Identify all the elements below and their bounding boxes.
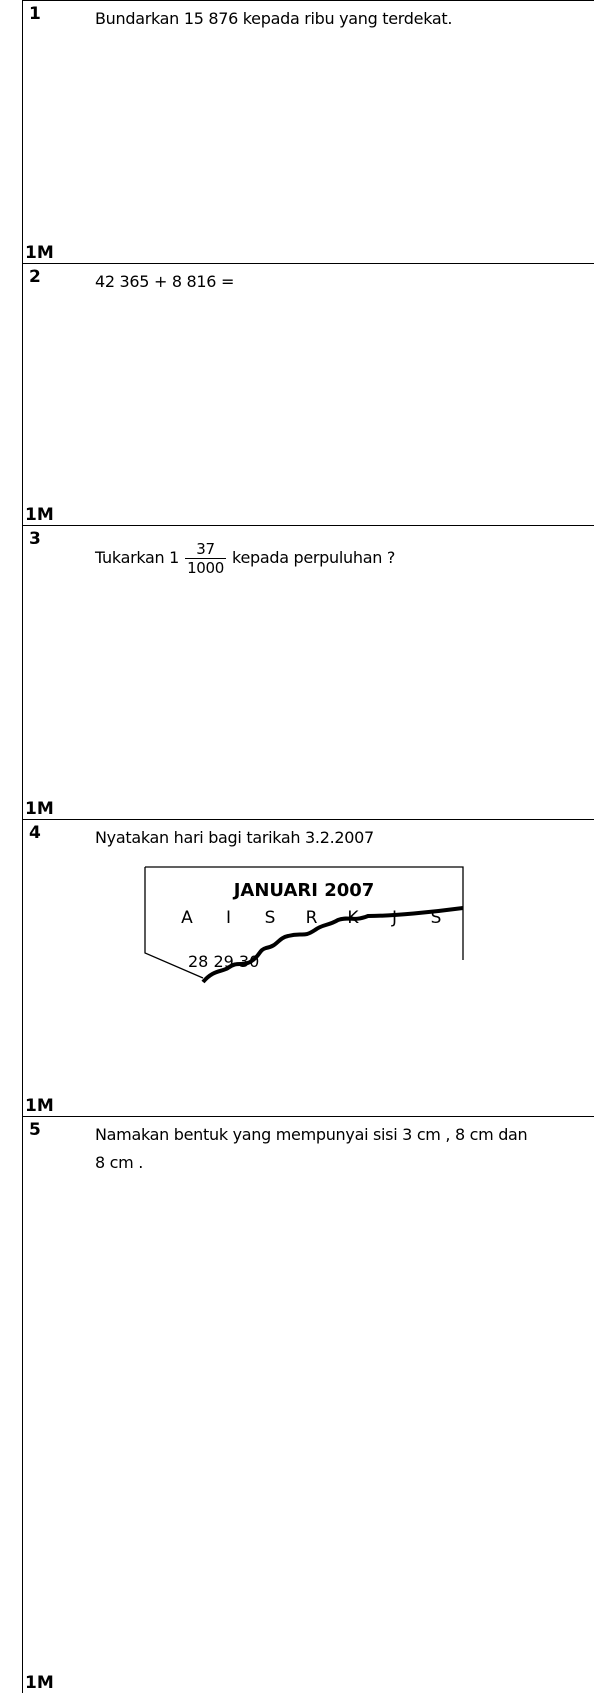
calendar-day: S: [265, 908, 276, 928]
question-text: Namakan bentuk yang mempunyai sisi 3 cm …: [95, 1121, 535, 1177]
calendar-day: J: [391, 908, 397, 928]
question-text: Bundarkan 15 876 kepada ribu yang terdek…: [95, 5, 545, 33]
question-text: 42 365 + 8 816 =: [95, 268, 545, 296]
mark: 1M: [25, 799, 54, 819]
calendar-day: I: [226, 908, 231, 928]
text: Tukarkan 1: [95, 548, 179, 567]
calendar-day: R: [306, 908, 318, 928]
question-number: 4: [29, 823, 41, 843]
question-number: 5: [29, 1120, 41, 1140]
calendar-day: A: [181, 908, 193, 928]
mark: 1M: [25, 1673, 54, 1693]
calendar-day: S: [431, 908, 442, 928]
calendar-day: K: [347, 908, 359, 928]
calendar: JANUARI 2007 A I S R K J S 28 29 30: [133, 860, 493, 990]
question-text: Nyatakan hari bagi tarikah 3.2.2007: [95, 824, 545, 852]
text: kepada perpuluhan ?: [232, 548, 395, 567]
calendar-dates: 28 29 30: [188, 952, 259, 971]
exam-page: 1 Bundarkan 15 876 kepada ribu yang terd…: [0, 0, 595, 1693]
mark: 1M: [25, 505, 54, 525]
question-row: 1 Bundarkan 15 876 kepada ribu yang terd…: [22, 0, 594, 263]
numerator: 37: [185, 540, 226, 559]
question-number: 1: [29, 4, 41, 24]
question-number: 2: [29, 267, 41, 287]
question-row: 2 42 365 + 8 816 = 1M: [22, 263, 594, 525]
question-row: 4 Nyatakan hari bagi tarikah 3.2.2007 JA…: [22, 819, 594, 1116]
question-row: 5 Namakan bentuk yang mempunyai sisi 3 c…: [22, 1116, 594, 1693]
question-number: 3: [29, 529, 41, 549]
mark: 1M: [25, 1096, 54, 1116]
calendar-title: JANUARI 2007: [232, 880, 375, 901]
mark: 1M: [25, 243, 54, 263]
denominator: 1000: [185, 559, 226, 577]
